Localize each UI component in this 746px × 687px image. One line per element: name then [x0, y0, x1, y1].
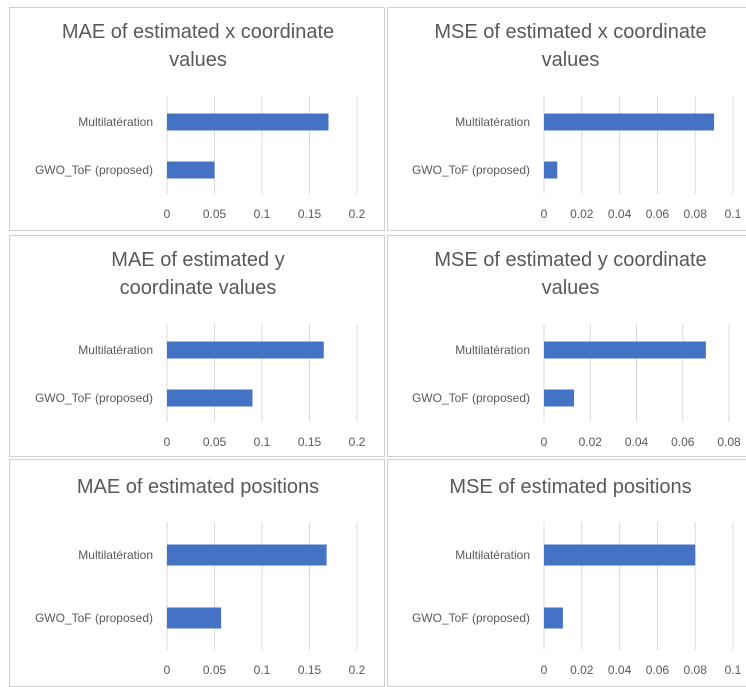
chart-panel-5: MAE of estimated positions 0 0.05 0.1 0.15 0.… [9, 459, 385, 687]
x-tick-label: 0.04 [608, 207, 632, 221]
x-tick-label: 0.02 [570, 663, 594, 677]
x-tick-label: 0.08 [684, 207, 708, 221]
x-tick-label: 0.04 [625, 435, 649, 449]
chart-title-line: coordinate values [120, 277, 277, 299]
x-tick-label: 0.05 [203, 663, 227, 677]
x-tick-label: 0.1 [254, 663, 271, 677]
chart-panel-1: MAE of estimated x coordinate values 0 0.05… [9, 7, 385, 231]
chart-panel-3: MAE of estimated y coordinate values 0 0.05… [9, 235, 385, 457]
x-tick-label: 0.1 [254, 435, 271, 449]
chart-title-line: MSE of estimated positions [449, 476, 691, 498]
x-tick-label: 0 [164, 207, 171, 221]
category-label: Multilatération [78, 343, 153, 357]
x-tick-label: 0.02 [570, 207, 594, 221]
bar-chart-2: MSE of estimated x coordinate values 0 0.02… [412, 21, 742, 221]
x-tick-label: 0.04 [608, 663, 632, 677]
bar-chart-3: MAE of estimated y coordinate values 0 0.05… [35, 249, 366, 449]
x-tick-label: 0.06 [646, 207, 670, 221]
x-tick-label: 0.15 [298, 663, 322, 677]
chart-title-line: MSE of estimated y coordinate [434, 249, 706, 271]
chart-title-line: MSE of estimated x coordinate [434, 21, 706, 43]
bar [544, 113, 715, 131]
bar [544, 161, 558, 179]
x-tick-label: 0 [164, 435, 171, 449]
x-tick-label: 0.08 [717, 435, 741, 449]
x-tick-label: 0.15 [298, 207, 322, 221]
x-tick-label: 0 [541, 207, 548, 221]
category-label: Multilatération [78, 548, 153, 562]
x-tick-label: 0.08 [684, 663, 708, 677]
x-tick-label: 0.1 [725, 663, 742, 677]
bar [544, 607, 563, 629]
category-label: Multilatération [455, 343, 530, 357]
bar [167, 113, 329, 131]
bar-chart-4: MSE of estimated y coordinate values 0 0.02… [412, 249, 741, 449]
x-tick-label: 0.1 [725, 207, 742, 221]
x-tick-label: 0 [541, 435, 548, 449]
x-tick-label: 0 [541, 663, 548, 677]
chart-panel-4: MSE of estimated y coordinate values 0 0.02… [387, 235, 746, 457]
x-tick-label: 0.1 [254, 207, 271, 221]
x-tick-label: 0.06 [671, 435, 695, 449]
chart-title-line: values [542, 49, 600, 71]
bar [544, 544, 696, 566]
bar [167, 341, 324, 359]
chart-title-line: values [169, 49, 227, 71]
x-tick-label: 0.2 [349, 207, 366, 221]
bar [167, 161, 215, 179]
chart-title-line: MAE of estimated x coordinate [62, 21, 334, 43]
x-tick-label: 0.05 [203, 207, 227, 221]
chart-panel-2: MSE of estimated x coordinate values 0 0.02… [387, 7, 746, 231]
x-tick-label: 0.15 [298, 435, 322, 449]
bar [544, 341, 706, 359]
category-label: GWO_ToF (proposed) [412, 611, 530, 625]
x-tick-label: 0.2 [349, 435, 366, 449]
category-label: GWO_ToF (proposed) [412, 163, 530, 177]
chart-title-line: MAE of estimated positions [77, 476, 319, 498]
bar-chart-1: MAE of estimated x coordinate values 0 0.05… [35, 21, 366, 221]
chart-title-line: MAE of estimated y [111, 249, 284, 271]
category-label: GWO_ToF (proposed) [35, 611, 153, 625]
bar [167, 607, 222, 629]
x-tick-label: 0.02 [579, 435, 603, 449]
category-label: Multilatération [78, 115, 153, 129]
category-label: GWO_ToF (proposed) [35, 391, 153, 405]
bar [544, 389, 575, 407]
category-label: Multilatération [455, 115, 530, 129]
bar [167, 544, 327, 566]
category-label: GWO_ToF (proposed) [35, 163, 153, 177]
chart-panel-6: MSE of estimated positions 0 0.02 0.04 0.06 0… [387, 459, 746, 687]
x-tick-label: 0.2 [349, 663, 366, 677]
x-tick-label: 0 [164, 663, 171, 677]
x-tick-label: 0.06 [646, 663, 670, 677]
bar-chart-5: MAE of estimated positions 0 0.05 0.1 0.15 0.… [35, 476, 366, 677]
bar-chart-6: MSE of estimated positions 0 0.02 0.04 0.06 0… [412, 476, 742, 677]
category-label: Multilatération [455, 548, 530, 562]
bar [167, 389, 253, 407]
category-label: GWO_ToF (proposed) [412, 391, 530, 405]
chart-title-line: values [542, 277, 600, 299]
x-tick-label: 0.05 [203, 435, 227, 449]
